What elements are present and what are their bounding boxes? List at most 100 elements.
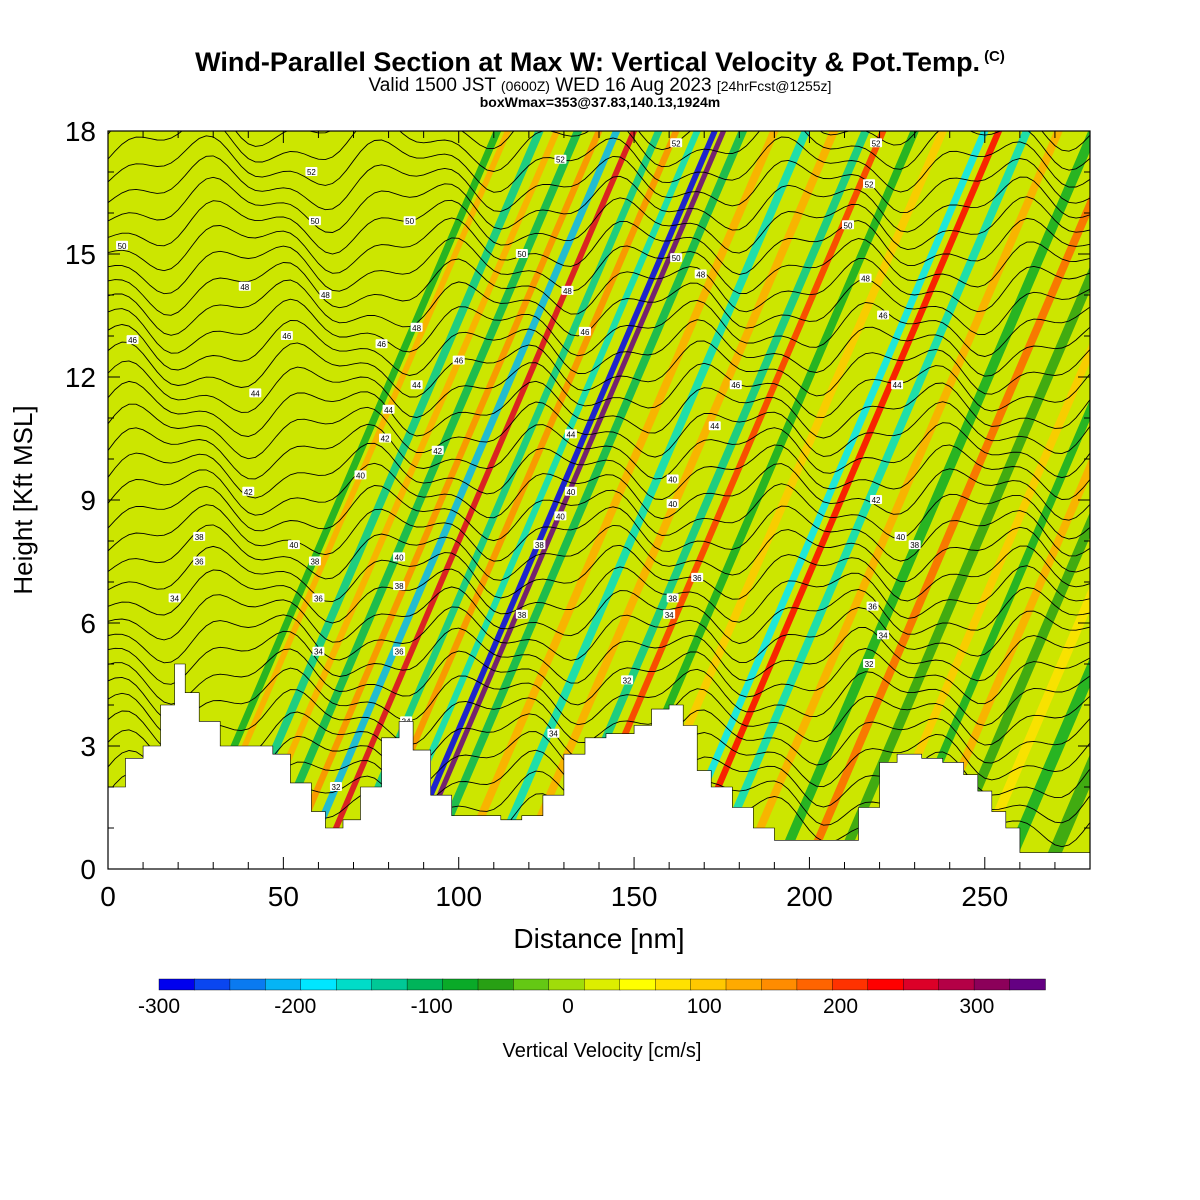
- svg-text:32: 32: [332, 783, 341, 792]
- colorbar-swatch-24: [1009, 978, 1046, 991]
- x-tick-label: 200: [786, 881, 833, 912]
- velocity-band-19: [594, 131, 919, 869]
- colorbar-swatch-21: [903, 978, 940, 991]
- svg-text:44: 44: [893, 381, 902, 390]
- theta-contour-27: [108, 237, 1090, 295]
- svg-text:34: 34: [170, 594, 179, 603]
- colorbar-swatch-5: [336, 978, 373, 991]
- colorbar-swatch-9: [477, 978, 515, 991]
- theta-label-47: 34: [663, 609, 676, 620]
- theta-label-37: 40: [564, 486, 577, 497]
- theta-contour-16: [108, 462, 1090, 521]
- theta-contour-5: [108, 688, 1090, 746]
- theta-label-48: 36: [691, 572, 704, 583]
- valid-prefix: Valid 1500 JST: [368, 75, 496, 96]
- svg-text:36: 36: [693, 574, 702, 583]
- theta-label-3: 38: [193, 531, 206, 542]
- theta-label-0: 50: [116, 240, 129, 251]
- svg-text:40: 40: [556, 512, 565, 521]
- theta-label-49: 44: [708, 421, 721, 431]
- colorbar-tick-label: 0: [562, 995, 574, 1018]
- svg-text:32: 32: [865, 660, 874, 669]
- colorbar-swatch-0: [158, 978, 196, 991]
- colorbar-tick-label: -100: [411, 995, 453, 1018]
- theta-contour-24: [108, 298, 1090, 357]
- velocity-band-10: [378, 131, 701, 869]
- svg-text:32: 32: [623, 676, 632, 685]
- velocity-band-34: [1040, 754, 1090, 869]
- valid-time: Valid 1500 JST (0600Z) WED 16 Aug 2023 […: [0, 75, 1200, 96]
- svg-text:52: 52: [307, 168, 316, 177]
- colorbar-label: Vertical Velocity [cm/s]: [503, 1040, 702, 1062]
- colorbar-swatch-11: [548, 978, 585, 991]
- svg-text:42: 42: [872, 496, 881, 505]
- theta-contour-20: [108, 380, 1090, 439]
- colorbar-swatch-8: [442, 978, 479, 991]
- theta-label-44: 40: [666, 474, 679, 485]
- y-tick-label: 6: [80, 608, 96, 639]
- theta-contour-9: [108, 606, 1090, 664]
- theta-contour-11: [108, 565, 1090, 624]
- velocity-band-3: [237, 131, 561, 869]
- y-tick-label: 0: [80, 854, 96, 885]
- theta-label-2: 34: [168, 593, 181, 603]
- svg-text:36: 36: [868, 603, 877, 612]
- theta-contour-26: [108, 258, 1090, 316]
- theta-label-36: 44: [564, 429, 577, 439]
- theta-contour-6: [108, 667, 1090, 726]
- theta-contour-21: [108, 360, 1090, 419]
- svg-text:38: 38: [195, 533, 204, 542]
- colorbar-swatch-13: [619, 978, 656, 991]
- theta-contour-28: [108, 217, 1090, 275]
- svg-text:48: 48: [240, 283, 249, 292]
- svg-text:46: 46: [128, 336, 137, 345]
- theta-contour-29: [108, 196, 1090, 255]
- theta-label-56: 44: [891, 380, 904, 390]
- theta-label-28: 46: [452, 355, 465, 366]
- svg-text:36: 36: [314, 594, 323, 603]
- velocity-band-14: [454, 131, 779, 869]
- velocity-band-11: [395, 131, 718, 869]
- theta-label-17: 40: [354, 470, 367, 480]
- theta-contour-35: [661, 131, 663, 132]
- velocity-band-22: [679, 131, 1003, 869]
- svg-text:44: 44: [412, 381, 421, 390]
- svg-text:52: 52: [672, 139, 681, 148]
- velocity-band-18: [563, 131, 887, 869]
- velocity-band-9: [357, 131, 680, 869]
- colorbar-swatch-2: [229, 978, 266, 991]
- svg-text:36: 36: [395, 648, 404, 657]
- x-tick-label: 250: [961, 881, 1008, 912]
- y-tick-label: 9: [80, 485, 96, 516]
- y-tick-label: 12: [65, 362, 96, 393]
- svg-text:44: 44: [710, 422, 719, 431]
- colorbar-swatch-14: [655, 978, 692, 991]
- svg-text:44: 44: [251, 389, 260, 398]
- theta-label-32: 50: [515, 249, 528, 259]
- theta-label-57: 42: [870, 495, 883, 505]
- svg-text:40: 40: [356, 471, 365, 480]
- theta-label-10: 50: [308, 216, 321, 226]
- theta-label-59: 38: [908, 540, 921, 550]
- svg-text:46: 46: [377, 340, 386, 349]
- svg-text:38: 38: [910, 541, 919, 550]
- theta-label-7: 48: [238, 281, 251, 292]
- valid-date: WED 16 Aug 2023: [555, 75, 712, 96]
- theta-label-5: 42: [242, 486, 255, 497]
- svg-text:50: 50: [310, 217, 319, 226]
- svg-text:46: 46: [879, 312, 888, 321]
- theta-contour-31: [108, 155, 1090, 214]
- title-block: Wind-Parallel Section at Max W: Vertical…: [0, 42, 1200, 110]
- svg-text:42: 42: [381, 435, 390, 444]
- velocity-band-32: [969, 586, 1090, 869]
- theta-label-19: 44: [382, 404, 395, 415]
- theta-label-27: 44: [410, 380, 423, 390]
- theta-label-46: 38: [666, 593, 679, 603]
- theta-contour-34: [108, 131, 1090, 152]
- colorbar-tick-label: -300: [138, 995, 180, 1018]
- velocity-band-13: [422, 131, 748, 869]
- velocity-band-2: [219, 131, 544, 869]
- svg-text:50: 50: [844, 221, 853, 230]
- svg-text:52: 52: [872, 139, 881, 148]
- theta-label-40: 32: [621, 675, 634, 685]
